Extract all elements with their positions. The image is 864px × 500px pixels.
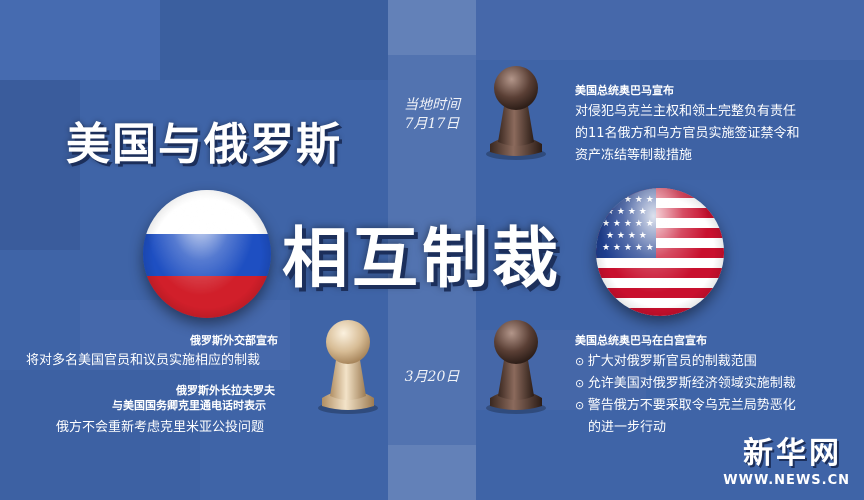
timeline-cap (388, 445, 476, 500)
timeline-cap (388, 0, 476, 55)
event-line: 的11名俄方和乌方官员实施签证禁令和 (575, 126, 800, 141)
bg-tile (640, 60, 864, 180)
event-bullet: 警告俄方不要采取令乌克兰局势恶化 (575, 395, 796, 417)
event-bullet: 允许美国对俄罗斯经济领域实施制裁 (575, 373, 796, 395)
event-heading: 与美国国务卿克里通电话时表示 (112, 399, 266, 412)
russia-flag-icon (143, 190, 271, 318)
timeline-band (388, 0, 476, 500)
event-line: 资产冻结等制裁措施 (575, 148, 693, 163)
bg-tile (0, 0, 160, 80)
timeline-date-jul17: 7月17日 (404, 116, 460, 132)
us-flag-icon: ★ ★ ★ ★ ★ ★ ★ ★ ★ ★ ★ ★ ★ ★ ★ ★ ★ ★ ★ ★ … (596, 188, 724, 316)
bg-tile (0, 370, 200, 500)
title-line-1: 美国与俄罗斯 (66, 119, 342, 170)
event-heading: 美国总统奥巴马宣布 (575, 84, 674, 97)
dark-stamp-icon (486, 320, 546, 414)
event-heading: 俄罗斯外长拉夫罗夫 (176, 384, 275, 397)
dark-stamp-icon (486, 66, 546, 160)
event-heading: 美国总统奥巴马在白宫宣布 (575, 334, 707, 347)
xinhua-logo: 新华网 (743, 436, 842, 471)
timeline-date-mar20: 3月20日 (404, 369, 460, 385)
event-line: 对侵犯乌克兰主权和领土完整负有责任 (575, 104, 797, 119)
timeline-label: 当地时间 (404, 97, 460, 113)
bg-tile (160, 0, 388, 80)
title-line-2: 相互制裁 (282, 220, 562, 297)
bg-tile (0, 80, 80, 250)
event-body: 俄方不会重新考虑克里米亚公投问题 (56, 420, 265, 435)
event-line: 的进一步行动 (588, 420, 667, 435)
event-bullet: 扩大对俄罗斯官员的制裁范围 (575, 351, 757, 373)
light-stamp-icon (318, 320, 378, 414)
event-heading: 俄罗斯外交部宣布 (190, 334, 278, 347)
event-body: 将对多名美国官员和议员实施相应的制裁 (26, 353, 261, 368)
bg-tile (476, 0, 864, 60)
xinhua-url: WWW.NEWS.CN (723, 473, 850, 488)
